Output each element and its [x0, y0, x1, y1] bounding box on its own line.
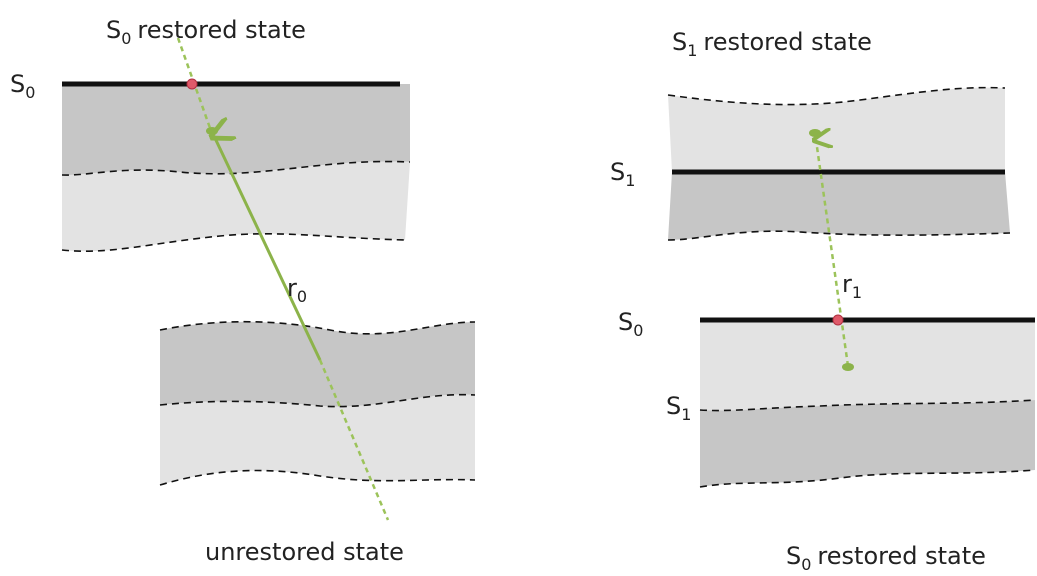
- right-lower-surface-label: S0: [618, 308, 643, 340]
- left-caption: unrestored state: [205, 538, 404, 566]
- right-upper-block: [668, 88, 1010, 240]
- left-lower-block: [160, 322, 475, 485]
- left-vector-label: r0: [287, 274, 307, 306]
- right-vector-label: r1: [842, 270, 862, 302]
- right-lower-block: [700, 320, 1035, 487]
- left-surface-label: S0: [10, 70, 35, 102]
- diagram: S0restored state S0 r0 unrestored state …: [0, 0, 1037, 576]
- left-upper-block: [62, 84, 410, 251]
- right-horizon-label: S1: [666, 392, 691, 424]
- right-upper-surface-label: S1: [610, 158, 635, 190]
